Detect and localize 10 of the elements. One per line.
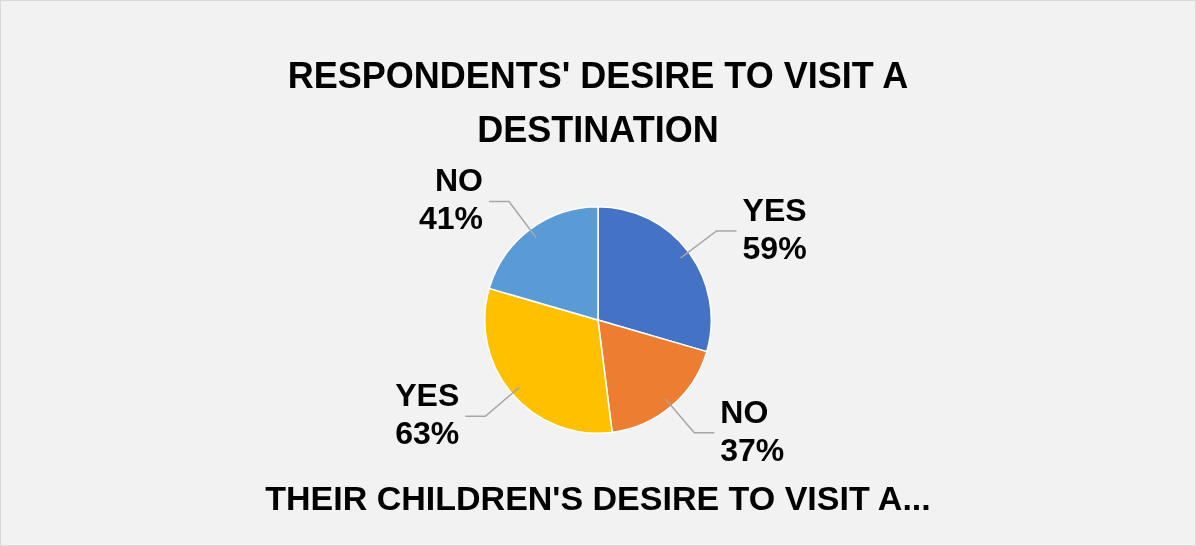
data-label: 63%	[395, 415, 460, 452]
slice-label: NO	[720, 393, 769, 430]
text: THEIR CHILDREN'S DESIRE TO VISIT A...	[264, 479, 932, 518]
chart-title: RESPONDENTS' DESIRE TO VISIT A DESTINATION	[286, 54, 910, 152]
data-label: 41%	[418, 200, 483, 237]
data-label: 37%	[720, 431, 785, 468]
slice-label: YES	[742, 191, 807, 228]
slice-label: NO	[434, 162, 483, 199]
slice-label: YES	[395, 377, 460, 414]
data-label: 59%	[742, 229, 807, 266]
